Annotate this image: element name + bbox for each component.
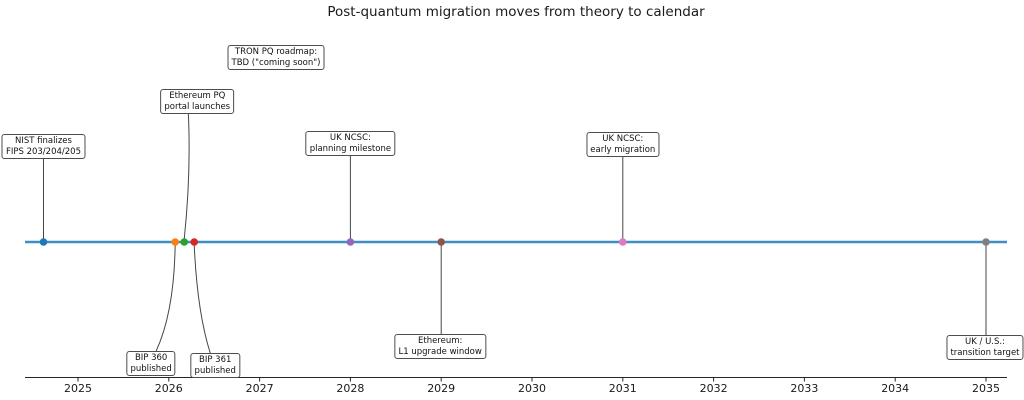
event-label-line: Ethereum: — [417, 336, 463, 346]
leader-line-bip-361-published — [193, 244, 211, 354]
note-label-line: TRON PQ roadmap: — [234, 47, 318, 57]
event-label-uk-ncsc-early: UK NCSC: early migration — [586, 132, 660, 157]
event-dot-ethereum-l1-window — [437, 238, 446, 246]
event-label-line: published — [130, 363, 172, 374]
event-label-line: BIP 361 — [199, 355, 232, 365]
event-dot-bip-360-published — [171, 238, 179, 246]
event-label-line: UK NCSC: — [329, 133, 371, 143]
event-label-line: early migration — [590, 144, 656, 155]
x-axis-tick-label: 2028 — [336, 382, 365, 395]
x-axis-tick-label: 2025 — [64, 382, 92, 395]
x-axis-tick-label: 2034 — [881, 382, 910, 395]
x-axis-tick-label: 2033 — [790, 382, 819, 395]
event-label-line: BIP 360 — [134, 353, 168, 363]
event-label-line: FIPS 203/204/205 — [5, 146, 81, 157]
x-axis-tick-label: 2035 — [972, 382, 1000, 395]
event-label-uk-ncsc-planning: UK NCSC: planning milestone — [305, 131, 396, 156]
event-label-line: L1 upgrade window — [398, 346, 482, 357]
event-label-line: transition target — [950, 347, 1020, 358]
event-label-line: published — [194, 365, 236, 376]
x-axis-tick-label: 2026 — [154, 382, 183, 395]
x-axis-tick-label: 2032 — [699, 382, 728, 395]
note-tron-pq-roadmap: TRON PQ roadmap: TBD ("coming soon") — [227, 45, 325, 70]
x-axis-tick-label: 2029 — [427, 382, 456, 395]
leader-line-bip-360-published — [155, 244, 176, 352]
event-label-line: planning milestone — [309, 143, 392, 154]
chart-title: Post-quantum migration moves from theory… — [327, 4, 705, 20]
event-label-line: NIST finalizes — [15, 136, 72, 146]
event-label-nist-finalizes-fips: NIST finalizes FIPS 203/204/205 — [1, 134, 85, 159]
note-label-line: TBD ("coming soon") — [231, 57, 321, 68]
event-dot-bip-361-published — [190, 238, 199, 246]
event-dot-ethereum-pq-portal — [180, 238, 189, 246]
event-label-bip-360-published: BIP 360 published — [126, 351, 176, 376]
event-dot-nist-finalizes-fips — [39, 238, 48, 246]
event-label-line: UK NCSC: — [602, 134, 644, 144]
x-axis-tick-label: 2031 — [608, 382, 637, 395]
event-dot-uk-ncsc-early — [619, 238, 627, 246]
event-dot-uk-us-transition — [982, 238, 990, 246]
x-axis-tick-label: 2030 — [518, 382, 546, 395]
event-dot-uk-ncsc-planning — [346, 238, 355, 246]
event-label-line: portal launches — [164, 101, 231, 112]
event-label-ethereum-l1-window: Ethereum: L1 upgrade window — [394, 334, 486, 359]
leader-line-ethereum-pq-portal — [183, 110, 190, 240]
event-label-uk-us-transition: UK / U.S.: transition target — [946, 335, 1024, 360]
event-label-bip-361-published: BIP 361 published — [190, 353, 240, 378]
event-label-line: UK / U.S.: — [965, 337, 1005, 347]
event-label-line: Ethereum PQ — [169, 91, 226, 101]
x-axis-tick-label: 2027 — [245, 382, 274, 395]
event-label-ethereum-pq-portal: Ethereum PQ portal launches — [160, 89, 235, 114]
